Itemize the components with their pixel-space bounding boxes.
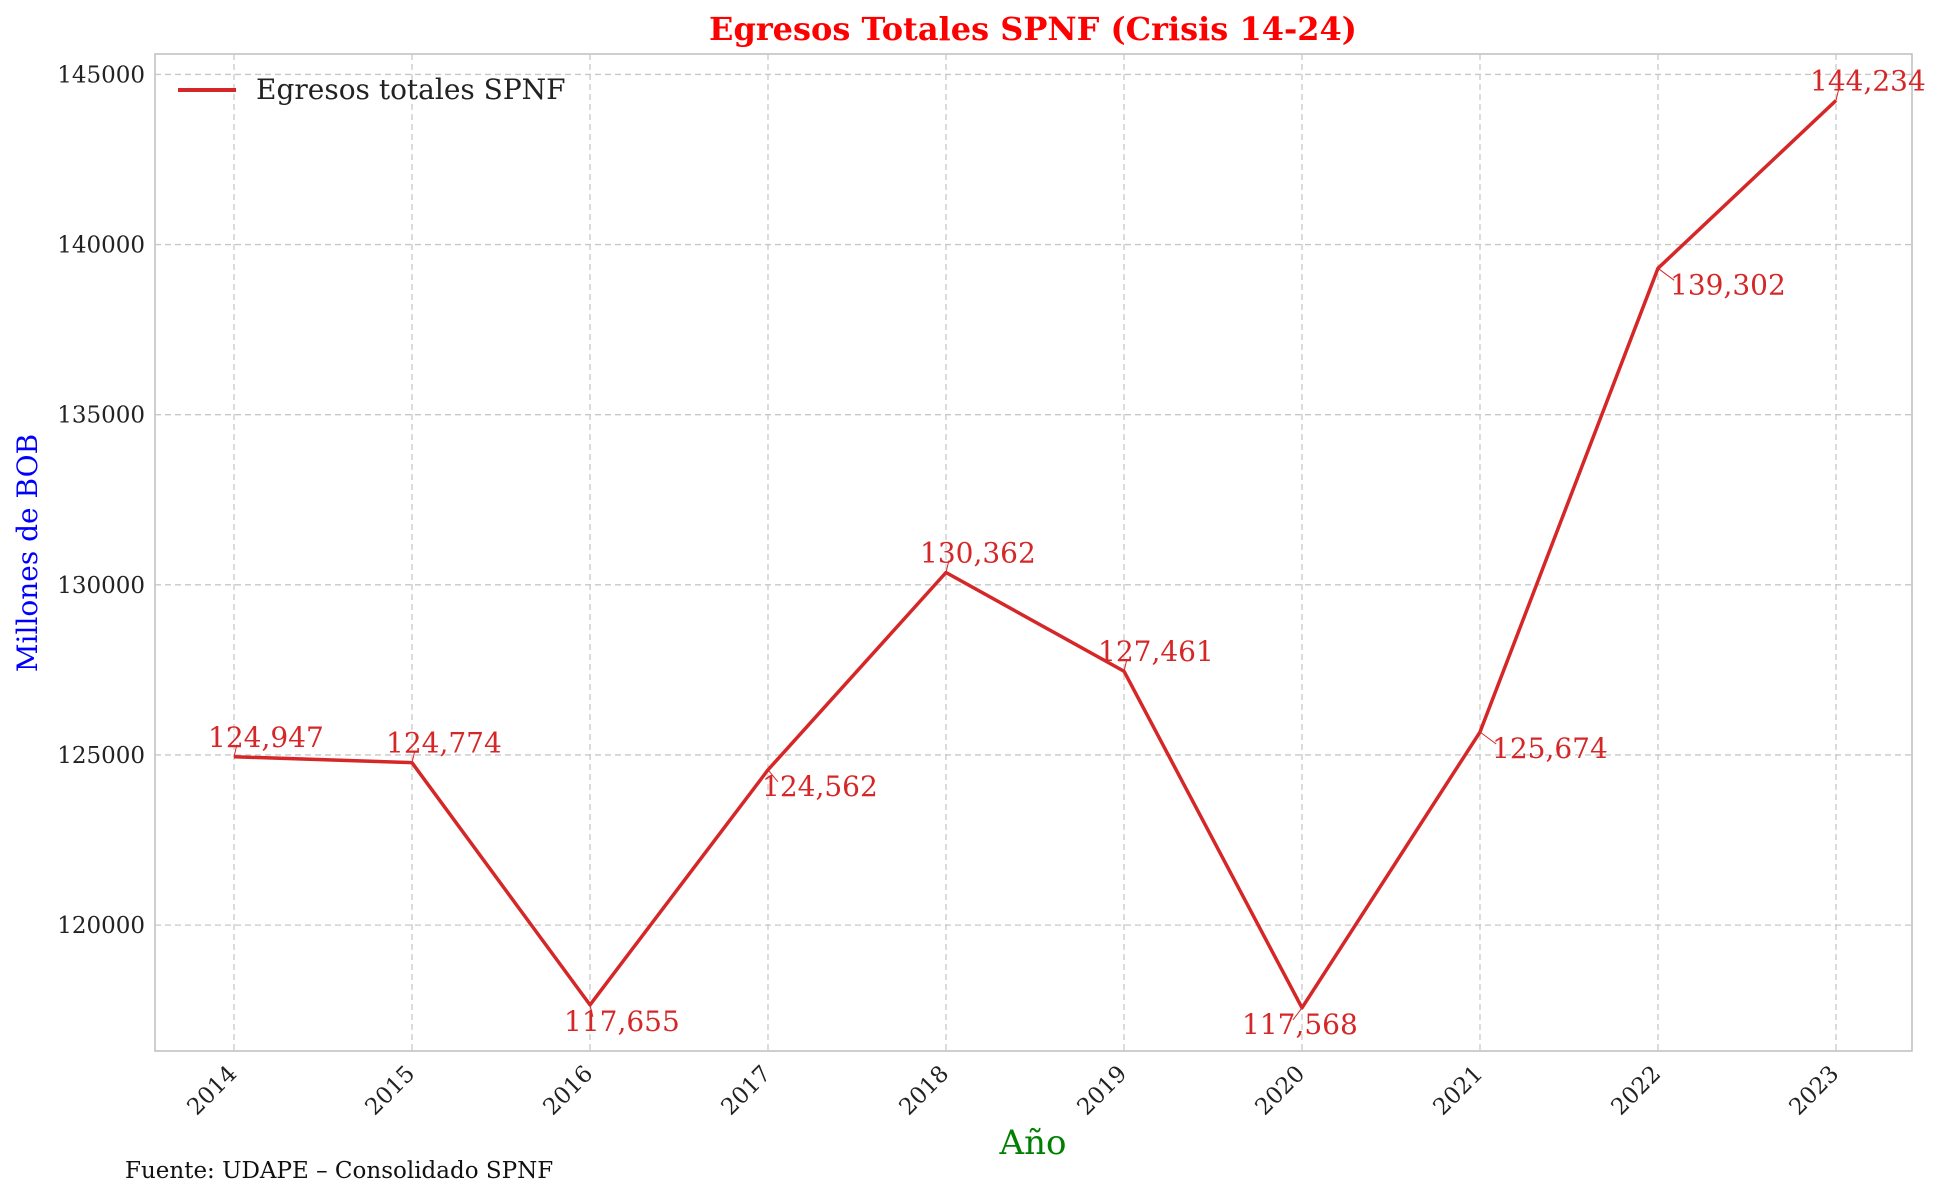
plot-area: [154, 53, 1913, 1052]
y-tick-label: 130000: [57, 573, 145, 599]
y-axis-ticks: 120000 125000 130000 135000 140000 145000: [57, 62, 145, 939]
data-label: 125,674: [1492, 732, 1608, 765]
x-tick-label: 2014: [182, 1061, 242, 1121]
x-tick-label: 2018: [894, 1061, 954, 1121]
x-axis-label: Año: [999, 1123, 1067, 1163]
grid: [155, 54, 1912, 1051]
data-label-leader: [945, 560, 950, 573]
data-label-leader: [1479, 731, 1497, 745]
x-tick-label: 2015: [360, 1061, 420, 1121]
x-tick-label: 2021: [1428, 1061, 1488, 1121]
data-label: 124,774: [386, 727, 502, 760]
series-line: [233, 99, 1838, 1010]
legend: Egresos totales SPNF: [178, 73, 566, 106]
x-axis-ticks: 2014 2015 2016 2017 2018 2019 2020 2021 2022 2023: [182, 1061, 1844, 1121]
data-label-leader: [1657, 267, 1675, 281]
x-tick-label: 2019: [1072, 1061, 1132, 1121]
data-label: 127,461: [1098, 635, 1214, 668]
data-label: 117,568: [1242, 1008, 1358, 1041]
x-tick-label: 2016: [538, 1061, 598, 1121]
data-label: 117,655: [564, 1005, 680, 1038]
chart-title: Egresos Totales SPNF (Crisis 14-24): [709, 10, 1357, 48]
data-label-leader: [767, 769, 779, 783]
data-label-leader: [1292, 1007, 1303, 1021]
data-label-leader: [589, 1004, 594, 1018]
data-label-leader: [1835, 88, 1840, 101]
data-label-leader: [411, 750, 416, 763]
x-tick-label: 2017: [716, 1061, 776, 1121]
data-labels: 124,947 124,774 117,655 124,562 130,362 127,4…: [208, 64, 1926, 1040]
data-label: 144,234: [1810, 64, 1926, 97]
y-axis-label: Millones de BOB: [11, 434, 44, 672]
data-label: 124,562: [762, 770, 878, 803]
series-layer: [233, 99, 1838, 1010]
data-label: 124,947: [208, 721, 324, 754]
source-note: Fuente: UDAPE – Consolidado SPNF: [125, 1158, 553, 1184]
data-label: 139,302: [1670, 268, 1786, 301]
legend-entry-label: Egresos totales SPNF: [256, 73, 566, 106]
x-tick-label: 2020: [1250, 1061, 1310, 1121]
y-tick-label: 135000: [57, 403, 145, 429]
data-label: 130,362: [920, 537, 1036, 570]
y-tick-label: 145000: [57, 62, 145, 88]
y-tick-label: 120000: [57, 913, 145, 939]
y-tick-label: 125000: [57, 743, 145, 769]
data-label-leader: [233, 744, 238, 757]
x-tick-label: 2023: [1784, 1061, 1844, 1121]
x-tick-label: 2022: [1606, 1061, 1666, 1121]
data-label-leader: [1123, 659, 1128, 672]
y-tick-label: 140000: [57, 233, 145, 259]
